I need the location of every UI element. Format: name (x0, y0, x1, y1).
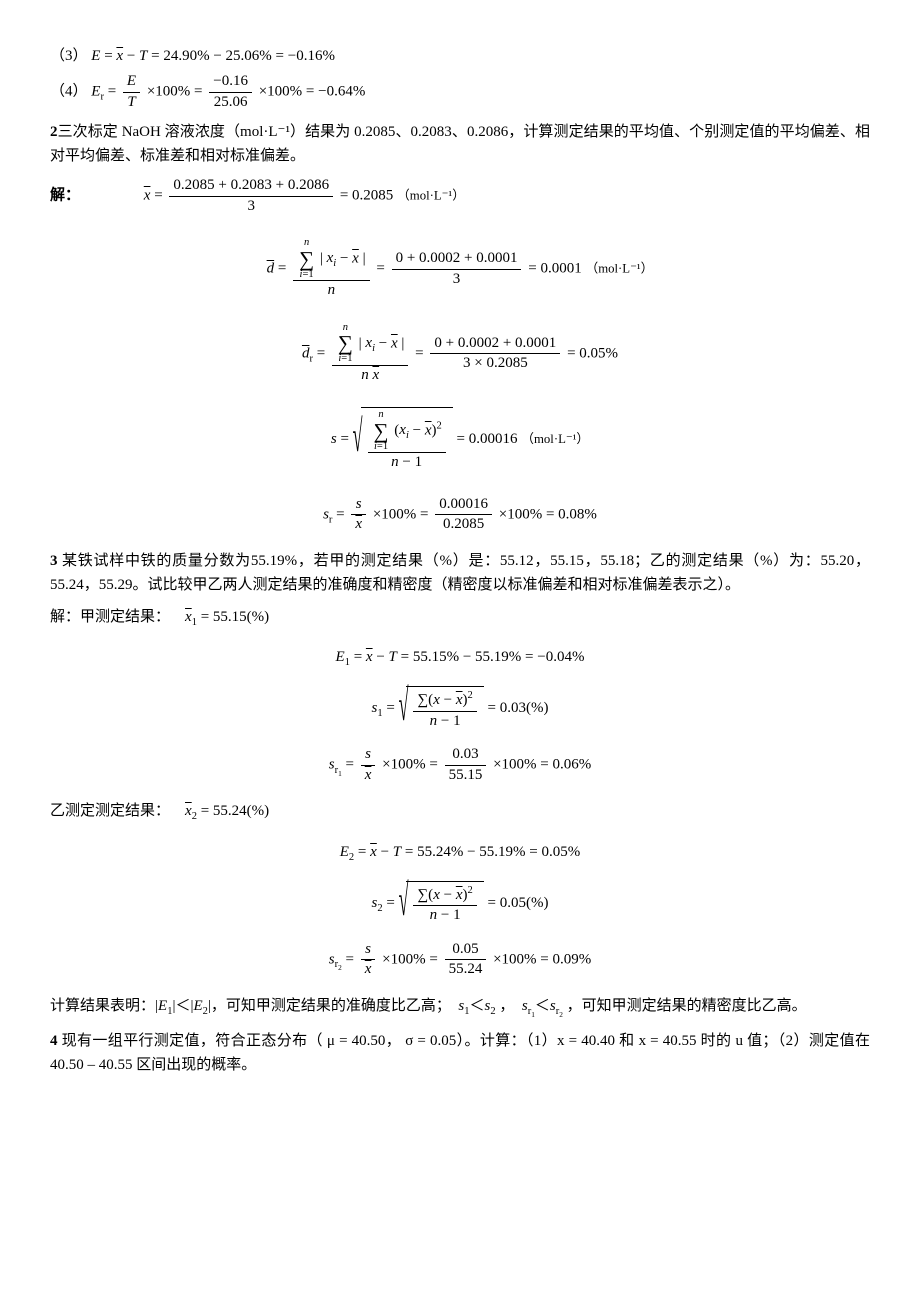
eq4-label: （4） (50, 83, 88, 99)
problem-3-E1: E1 = x − T = 55.15% − 55.19% = −0.04% (50, 645, 870, 672)
problem-3-sr2: sr2 = sx ×100% = 0.0555.24 ×100% = 0.09% (50, 940, 870, 980)
problem-3-sr1: sr1 = sx ×100% = 0.0355.15 ×100% = 0.06% (50, 745, 870, 785)
problem-3-jia-mean: 解：甲测定结果： x1 = 55.15(%) (50, 605, 870, 632)
equation-3: （3） E = x − T = 24.90% − 25.06% = −0.16% (50, 44, 870, 68)
problem-2-dr: dr = n∑i=1 | xi − x | n x = 0 + 0.0002 +… (50, 323, 870, 386)
problem-3-s2: s2 = √ ∑(x − x)2 n − 1 = 0.05(%) (50, 881, 870, 926)
problem-2-mean: 解： x = 0.2085 + 0.2083 + 0.20863 = 0.208… (50, 176, 870, 216)
problem-2-s: s = √ n∑i=1 (xi − x)2 n − 1 = 0.00016 （m… (50, 407, 870, 473)
eq3-label: （3） (50, 48, 88, 64)
problem-2-sr: sr = sx ×100% = 0.000160.2085 ×100% = 0.… (50, 495, 870, 535)
problem-3-s1: s1 = √ ∑(x − x)2 n − 1 = 0.03(%) (50, 686, 870, 731)
problem-2-text: 2三次标定 NaOH 溶液浓度（mol·L⁻¹）结果为 0.2085、0.208… (50, 120, 870, 168)
problem-4-text: 4 现有一组平行测定值，符合正态分布（ μ = 40.50， σ = 0.05）… (50, 1029, 870, 1077)
equation-4: （4） Er = ET ×100% = −0.1625.06 ×100% = −… (50, 72, 870, 112)
problem-3-E2: E2 = x − T = 55.24% − 55.19% = 0.05% (50, 840, 870, 867)
problem-2-dbar: d = n∑i=1 | xi − x | n = 0 + 0.0002 + 0.… (50, 238, 870, 301)
problem-3-text: 3 某铁试样中铁的质量分数为55.19%，若甲的测定结果（%）是：55.12，5… (50, 549, 870, 597)
problem-3-yi-mean: 乙测定测定结果： x2 = 55.24(%) (50, 799, 870, 826)
problem-3-conclusion: 计算结果表明：|E1|＜|E2|，可知甲测定结果的准确度比乙高； s1＜s2 ，… (50, 994, 870, 1021)
